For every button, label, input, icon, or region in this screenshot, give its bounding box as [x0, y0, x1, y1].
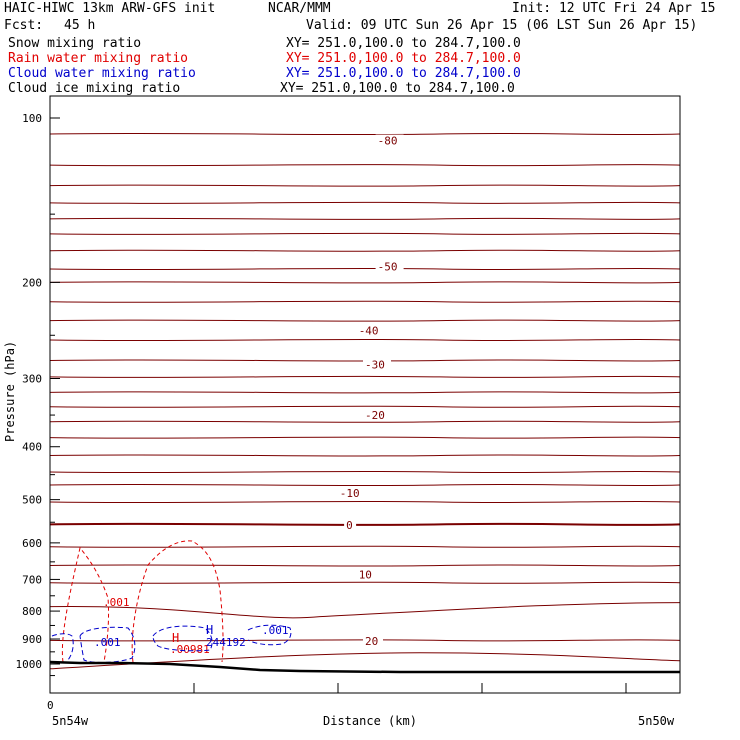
y-tick-label: 600 [22, 537, 42, 550]
field-name-cloud-water: Cloud water mixing ratio [8, 66, 196, 81]
isotherm-line [49, 454, 681, 457]
rain-high-marker: H [172, 631, 179, 645]
isotherm-line [49, 602, 681, 619]
isotherm-line [49, 436, 681, 439]
x-zero-label: 0 [47, 699, 54, 712]
isotherm-label-bg [363, 409, 391, 422]
isotherm-label-bg [344, 518, 357, 531]
rain-contour-right [131, 540, 224, 663]
valid-time: Valid: 09 UTC Sun 26 Apr 15 (06 LST Sun … [306, 18, 698, 33]
cloud-contour-3 [247, 624, 292, 646]
isotherm-line [49, 338, 681, 342]
isotherm-label: -30 [365, 359, 385, 372]
field-xy-rain: XY= 251.0,100.0 to 284.7,100.0 [286, 51, 521, 66]
isotherm-lines: -80 -50 -40 -30 -20 -10 0 10 20 [49, 132, 681, 670]
isotherm-line [49, 201, 681, 204]
isotherm-line [49, 581, 681, 584]
isotherm-line [49, 249, 681, 252]
rain-max-label: .00981 [170, 643, 210, 656]
isotherm-line [49, 232, 681, 235]
cloud-label-001-right: .001 [262, 624, 289, 637]
isotherm-label: -50 [378, 260, 398, 273]
plot-frame [49, 95, 681, 694]
isotherm-label: 0 [346, 519, 353, 532]
isotherm-line [49, 652, 681, 670]
forecast-label: Fcst: [4, 18, 44, 33]
x-left-label: 5n54w [52, 714, 89, 728]
org-label: NCAR/MMM [268, 1, 331, 16]
field-xy-cloud-ice: XY= 251.0,100.0 to 284.7,100.0 [280, 81, 515, 96]
forecast-hour: 45 h [64, 18, 96, 33]
field-xy-cloud-water: XY= 251.0,100.0 to 284.7,100.0 [286, 66, 521, 81]
x-right-label: 5n50w [638, 714, 675, 728]
y-tick-label: 200 [22, 276, 42, 289]
y-tick-label: 1000 [16, 658, 43, 671]
isotherm-line [49, 300, 681, 303]
model-title: HAIC-HIWC 13km ARW-GFS init [4, 1, 216, 16]
isotherm-line [49, 405, 681, 408]
field-name-rain: Rain water mixing ratio [8, 51, 189, 66]
field-name-snow: Snow mixing ratio [8, 36, 142, 51]
isotherm-line [49, 164, 681, 167]
isotherm-line [49, 319, 681, 322]
rain-label-001: .001 [103, 596, 130, 609]
cloud-max-label: 244192 [206, 636, 246, 649]
init-time: Init: 12 UTC Fri 24 Apr 15 [512, 1, 716, 16]
x-axis-title: Distance (km) [323, 714, 417, 728]
rain-contours: .001 H .00981 [61, 540, 224, 663]
isotherm-label: 20 [365, 635, 378, 648]
isotherm-line [49, 545, 681, 548]
isotherm-label-bg [363, 634, 383, 647]
isotherm-line [49, 375, 681, 378]
cloud-contour-2 [152, 625, 213, 652]
y-tick-label: 800 [22, 605, 42, 618]
y-tick-label: 500 [22, 494, 42, 507]
field-xy-snow: XY= 251.0,100.0 to 284.7,100.0 [286, 36, 521, 51]
isotherm-label-bg [363, 358, 391, 371]
isotherm-label-bg [375, 260, 404, 273]
isotherm-label-bg [356, 324, 385, 337]
isotherm-line [49, 639, 681, 642]
y-tick-label: 100 [22, 112, 42, 125]
isotherm-label: -20 [365, 409, 385, 422]
isotherm-line [49, 217, 681, 220]
isotherm-label: -80 [378, 135, 398, 148]
distance-axis: 0 5n54w Distance (km) 5n50w [47, 683, 675, 728]
isotherm-label: -10 [340, 487, 360, 500]
cloud-high-marker: H [206, 623, 213, 637]
isotherm-line [49, 483, 681, 487]
isotherm-label: -40 [359, 324, 379, 337]
y-tick-label: 900 [22, 633, 42, 646]
isotherm-label-bg [356, 568, 377, 581]
y-tick-label: 700 [22, 573, 42, 586]
terrain-line [49, 660, 680, 674]
cloud-contour-1 [79, 626, 136, 663]
isotherm-label: 10 [359, 568, 372, 581]
rain-contour-left [61, 546, 110, 663]
isotherm-line [49, 359, 681, 362]
isotherm-line [49, 500, 681, 504]
isotherm-line [49, 470, 681, 474]
isotherm-label-bg [375, 134, 404, 147]
isotherm-label-bg [337, 486, 366, 499]
isotherm-line [49, 281, 681, 284]
y-axis-title: Pressure (hPa) [3, 341, 17, 442]
y-tick-label: 400 [22, 441, 42, 454]
isotherm-line [49, 184, 681, 187]
cloud-label-001-left: .001 [94, 636, 121, 649]
isotherm-line [49, 132, 681, 136]
isotherm-line [49, 564, 681, 567]
cloud-contour-left-edge [51, 633, 74, 661]
isotherm-line [49, 391, 681, 394]
field-name-cloud-ice: Cloud ice mixing ratio [8, 81, 181, 96]
cloud-water-contours: .001 .001 H 244192 [51, 623, 292, 663]
y-tick-label: 300 [22, 373, 42, 386]
isotherm-line [49, 522, 681, 526]
pressure-axis: 100 200 300 400 500 600 700 800 900 1000 [16, 112, 60, 677]
isotherm-line [49, 267, 681, 271]
isotherm-line [49, 420, 681, 423]
